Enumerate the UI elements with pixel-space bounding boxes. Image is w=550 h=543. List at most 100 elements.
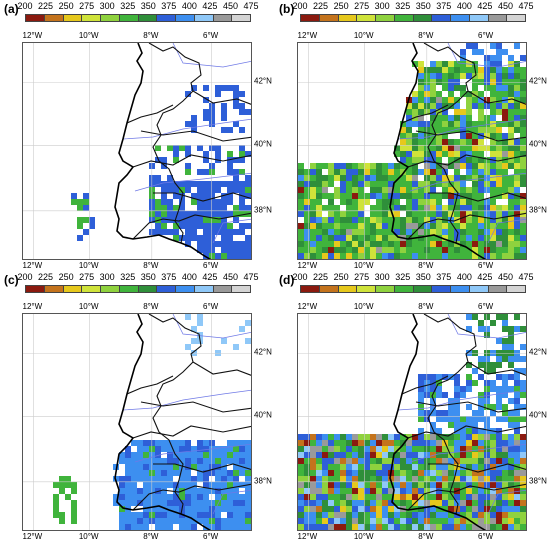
field-cell — [526, 470, 527, 476]
field-cell — [502, 91, 508, 97]
field-cell — [448, 85, 454, 91]
field-cell — [400, 163, 406, 169]
field-cell — [514, 368, 520, 374]
field-cell — [484, 386, 490, 392]
field-cell — [412, 169, 418, 175]
field-cell — [394, 506, 400, 512]
longitude-label: 6°W — [477, 302, 494, 311]
field-cell — [191, 518, 197, 524]
field-cell — [358, 253, 364, 259]
field-cell — [514, 518, 520, 524]
field-cell — [400, 259, 406, 260]
field-cell — [412, 458, 418, 464]
field-cell — [412, 163, 418, 169]
field-cell — [478, 73, 484, 79]
field-cell — [334, 518, 340, 524]
field-cell — [478, 91, 484, 97]
field-cell — [167, 145, 173, 151]
field-cell — [460, 109, 466, 115]
field-cell — [185, 452, 191, 458]
field-cell — [520, 380, 526, 386]
field-cell — [173, 494, 179, 500]
field-cell — [520, 193, 526, 199]
field-cell — [520, 109, 526, 115]
field-cell — [316, 223, 322, 229]
field-cell — [209, 247, 215, 253]
field-cell — [478, 464, 484, 470]
field-cell — [304, 253, 310, 259]
field-cell — [496, 85, 502, 91]
field-cell — [328, 512, 334, 518]
field-cell — [245, 506, 251, 512]
field-cell — [233, 175, 239, 181]
field-cell — [418, 85, 424, 91]
colorbar — [300, 14, 526, 22]
field-cell — [310, 169, 316, 175]
field-cell — [364, 524, 370, 530]
field-cell — [167, 211, 173, 217]
field-cell — [448, 524, 454, 530]
colorbar-swatch — [319, 286, 339, 292]
field-cell — [167, 470, 173, 476]
precipitation-map — [297, 313, 527, 531]
field-cell — [472, 199, 478, 205]
field-cell — [239, 446, 245, 452]
field-cell — [382, 482, 388, 488]
field-cell — [520, 458, 526, 464]
field-cell — [454, 404, 460, 410]
field-cell — [412, 488, 418, 494]
field-cell — [316, 181, 322, 187]
field-cell — [209, 482, 215, 488]
field-cell — [352, 470, 358, 476]
field-cell — [233, 476, 239, 482]
field-cell — [478, 470, 484, 476]
field-cell — [185, 500, 191, 506]
field-cell — [472, 253, 478, 259]
field-cell — [508, 530, 514, 531]
field-cell — [514, 530, 520, 531]
field-cell — [370, 500, 376, 506]
field-cell — [508, 476, 514, 482]
field-cell — [430, 500, 436, 506]
field-cell — [508, 205, 514, 211]
field-cell — [430, 386, 436, 392]
field-cell — [508, 217, 514, 223]
field-cell — [370, 512, 376, 518]
field-cell — [304, 175, 310, 181]
field-cell — [508, 121, 514, 127]
field-cell — [119, 488, 125, 494]
field-cell — [406, 181, 412, 187]
field-cell — [526, 67, 527, 73]
field-cell — [472, 139, 478, 145]
field-cell — [394, 464, 400, 470]
field-cell — [227, 169, 233, 175]
field-cell — [328, 464, 334, 470]
field-cell — [490, 253, 496, 259]
field-cell — [412, 440, 418, 446]
field-cell — [460, 139, 466, 145]
field-cell — [508, 440, 514, 446]
field-cell — [137, 476, 143, 482]
field-cell — [466, 43, 472, 49]
field-cell — [502, 139, 508, 145]
field-cell — [358, 464, 364, 470]
river — [397, 118, 526, 140]
longitude-label: 6°W — [202, 532, 219, 541]
field-cell — [448, 163, 454, 169]
field-cell — [436, 518, 442, 524]
field-cell — [406, 241, 412, 247]
field-cell — [502, 452, 508, 458]
field-cell — [143, 518, 149, 524]
field-cell — [484, 332, 490, 338]
field-cell — [131, 458, 137, 464]
field-cell — [490, 73, 496, 79]
field-cell — [53, 500, 59, 506]
field-cell — [310, 235, 316, 241]
field-cell — [490, 181, 496, 187]
field-cell — [430, 163, 436, 169]
colorbar-swatch — [82, 286, 101, 292]
field-cell — [221, 211, 227, 217]
field-cell — [430, 211, 436, 217]
field-cell — [388, 235, 394, 241]
longitude-labels-top: 12°W 10°W 8°W 6°W — [297, 31, 527, 41]
